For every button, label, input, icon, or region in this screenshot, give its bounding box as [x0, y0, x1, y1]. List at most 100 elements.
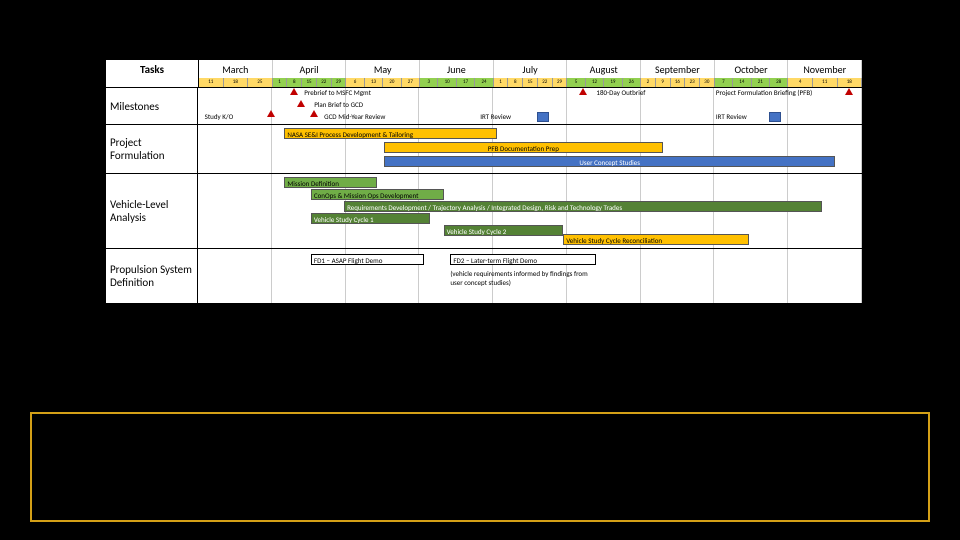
week-cell: 19	[604, 78, 622, 87]
milestone-triangle-icon	[579, 88, 587, 95]
week-cell: 5	[567, 78, 585, 87]
section-content: Prebrief to MSFC Mgmt Plan Brief to GCD St…	[198, 88, 862, 124]
week-cell: 22	[538, 78, 553, 87]
week-cell: 25	[248, 78, 273, 87]
gantt-bar: FD2 – Later-term Flight Demo	[450, 254, 596, 265]
gantt-bar: FD1 – ASAP Flight Demo	[311, 254, 424, 265]
gantt-bar: ConOps & Mission Ops Development	[311, 189, 444, 200]
milestone-triangle-icon	[845, 88, 853, 95]
section-label: Milestones	[106, 88, 198, 124]
week-cell: 6	[346, 78, 364, 87]
week-cell: 7	[715, 78, 733, 87]
week-cell: 23	[685, 78, 700, 87]
week-cell: 8	[287, 78, 302, 87]
bullets-list	[48, 422, 912, 489]
month-november: November	[788, 60, 862, 78]
section-vehicle: Vehicle-Level AnalysisMission Definition…	[106, 173, 862, 248]
irt-review-box	[537, 112, 549, 122]
gantt-bar: Vehicle Study Cycle 2	[444, 225, 564, 236]
section-content: NASA SE&I Process Development & Tailorin…	[198, 125, 862, 173]
milestone-label: Prebrief to MSFC Mgmt	[304, 88, 371, 97]
week-cell: 29	[553, 78, 568, 87]
milestone-label: 180-Day Outbrief	[596, 88, 645, 97]
tasks-header: Tasks	[106, 60, 199, 78]
week-cell: 21	[752, 78, 770, 87]
month-june: June	[420, 60, 494, 78]
week-cell: 16	[671, 78, 686, 87]
bullet-item	[64, 478, 912, 489]
bullet-item	[64, 450, 912, 461]
section-milestones: Milestones Prebrief to MSFC Mgmt Plan Brie…	[106, 87, 862, 124]
month-may: May	[346, 60, 420, 78]
gantt-bar: Vehicle Study Cycle Reconciliation	[563, 234, 749, 245]
milestone-triangle-icon	[267, 110, 275, 117]
week-cell: 15	[523, 78, 538, 87]
gantt-bar: PFB Documentation Prep	[384, 142, 663, 153]
bullet-item	[64, 464, 912, 475]
header-row: Tasks MarchAprilMayJuneJulyAugustSeptemb…	[106, 60, 862, 78]
week-cell: 22	[317, 78, 332, 87]
gantt-chart: Tasks MarchAprilMayJuneJulyAugustSeptemb…	[106, 60, 862, 303]
week-cell: 27	[402, 78, 420, 87]
milestone-label: IRT Review	[480, 112, 511, 121]
months-row: MarchAprilMayJuneJulyAugustSeptemberOcto…	[199, 60, 862, 78]
week-cell: 18	[224, 78, 249, 87]
week-cell: 28	[770, 78, 788, 87]
week-cell: 29	[332, 78, 347, 87]
month-october: October	[715, 60, 789, 78]
gantt-bar: NASA SE&I Process Development & Tailorin…	[284, 128, 496, 139]
section-content: FD1 – ASAP Flight Demo FD2 – Later-term F…	[198, 249, 862, 303]
notes-box	[30, 412, 930, 522]
week-cell: 24	[475, 78, 493, 87]
week-cell: 26	[623, 78, 641, 87]
month-august: August	[567, 60, 641, 78]
milestone-label: Study K/O	[205, 112, 234, 121]
bullet-item	[64, 436, 912, 447]
gantt-bar: Requirements Development / Trajectory An…	[344, 201, 822, 212]
milestone-triangle-icon	[297, 100, 305, 107]
month-april: April	[273, 60, 347, 78]
week-cell: 1	[273, 78, 288, 87]
week-cell: 13	[365, 78, 383, 87]
week-cell: 9	[656, 78, 671, 87]
milestone-label: Project Formulation Briefing (PFB)	[716, 88, 812, 97]
gantt-bar: User Concept Studies	[384, 156, 836, 167]
month-july: July	[494, 60, 568, 78]
note-text: (vehicle requirements informed by findin…	[450, 269, 596, 287]
week-cell: 3	[420, 78, 438, 87]
section-formulation: Project Formulation NASA SE&I Process Dev…	[106, 124, 862, 173]
week-cell: 4	[788, 78, 813, 87]
section-content: Mission DefinitionConOps & Mission Ops D…	[198, 174, 862, 248]
week-cell: 8	[508, 78, 523, 87]
milestone-label: GCD Mid-Year Review	[324, 112, 385, 121]
week-cell: 2	[641, 78, 656, 87]
milestone-triangle-icon	[310, 110, 318, 117]
section-propulsion: Propulsion System DefinitionFD1 – ASAP F…	[106, 248, 862, 303]
weeks-container: 1118251815222961320273101724181522295121…	[199, 78, 862, 87]
section-label: Propulsion System Definition	[106, 249, 198, 303]
gantt-bar: Mission Definition	[284, 177, 377, 188]
section-label: Project Formulation	[106, 125, 198, 173]
month-march: March	[199, 60, 273, 78]
week-cell: 17	[457, 78, 475, 87]
milestone-label: IRT Review	[716, 112, 747, 121]
section-label: Vehicle-Level Analysis	[106, 174, 198, 248]
week-cell: 11	[199, 78, 224, 87]
gantt-sections: Milestones Prebrief to MSFC Mgmt Plan Brie…	[106, 87, 862, 303]
bullet-item	[64, 422, 912, 433]
milestone-triangle-icon	[290, 88, 298, 95]
irt-review-box	[769, 112, 781, 122]
week-cell: 18	[838, 78, 863, 87]
week-cell: 15	[302, 78, 317, 87]
month-september: September	[641, 60, 715, 78]
week-cell: 12	[586, 78, 604, 87]
week-cell: 30	[700, 78, 715, 87]
weeks-row: 1118251815222961320273101724181522295121…	[106, 78, 862, 87]
week-cell: 11	[813, 78, 838, 87]
milestone-label: Plan Brief to GCD	[314, 100, 363, 109]
week-cell: 14	[733, 78, 751, 87]
week-cell: 1	[494, 78, 509, 87]
gantt-bar: Vehicle Study Cycle 1	[311, 213, 431, 224]
week-cell: 20	[383, 78, 401, 87]
week-cell: 10	[438, 78, 456, 87]
